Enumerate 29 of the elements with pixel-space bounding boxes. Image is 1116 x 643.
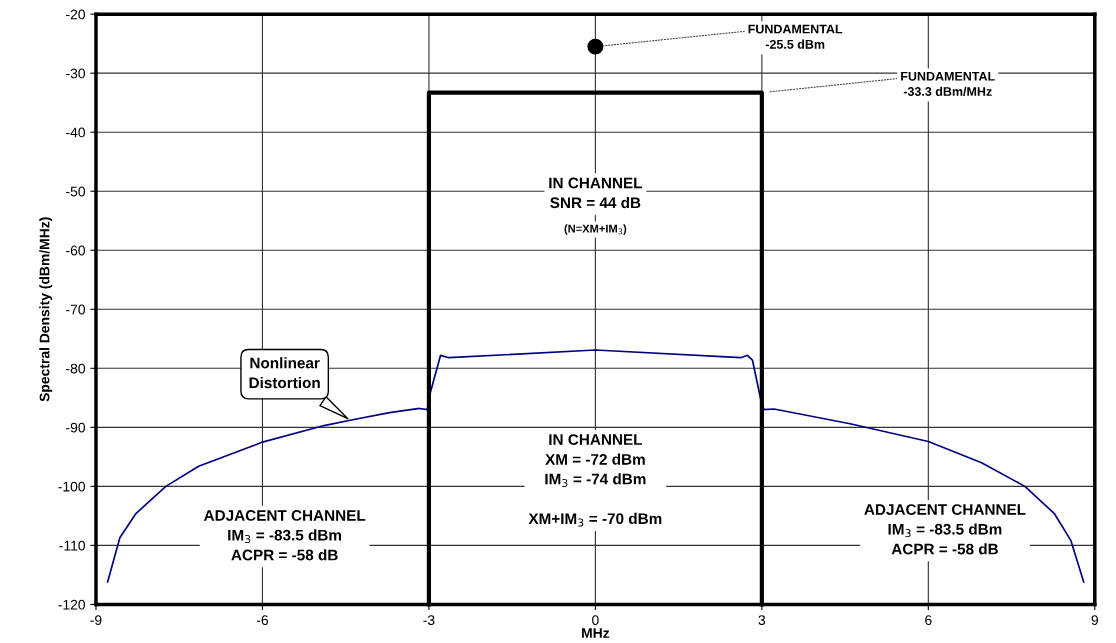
y-tick-label: -40 xyxy=(66,127,86,138)
y-tick-label: -90 xyxy=(66,422,86,433)
y-axis-title: Spectral Density (dBm/MHz) xyxy=(39,217,53,402)
annotation: ADJACENT CHANNEL IM$_{3}$ = -83.5 dBm ACPR = -58 dB xyxy=(203,510,366,561)
y-tick-label: -50 xyxy=(66,186,86,197)
y-tick-label: -100 xyxy=(58,481,86,492)
x-tick-label: -9 xyxy=(90,615,102,626)
x-tick-label: -6 xyxy=(256,615,269,626)
y-tick-label: -120 xyxy=(58,599,86,610)
y-tick-label: -70 xyxy=(66,304,86,315)
annotation: ADJACENT CHANNEL IM$_{3}$ = -83.5 dBm ACPR = -58 dB xyxy=(864,504,1026,555)
y-tick-label: -30 xyxy=(66,68,86,79)
x-tick-label: 3 xyxy=(758,615,766,626)
x-tick-label: 6 xyxy=(925,615,932,626)
annotation: FUNDAMENTAL -33.3 dBm/MHz xyxy=(901,71,995,97)
y-tick-label: -60 xyxy=(66,245,86,256)
annotation: Nonlinear Distortion xyxy=(249,357,320,389)
x-axis-title: MHz xyxy=(582,628,610,638)
annotation: FUNDAMENTAL -25.5 dBm xyxy=(748,24,843,49)
line-series xyxy=(106,349,1085,583)
text: IN CHANNEL XM = -72 dBm IM$_{3}$ = -74 dBm XM+IM$_{3}$ = -70 dBm xyxy=(528,434,662,527)
y-tick-label: -110 xyxy=(59,540,86,551)
y-tick-label: -80 xyxy=(66,363,86,374)
x-tick-label: -3 xyxy=(423,615,435,626)
annotation: (N=XM+IM$_{3}$) xyxy=(564,224,627,235)
annotation: IN CHANNEL SNR = 44 dB xyxy=(549,177,643,209)
x-tick-label: 9 xyxy=(1091,615,1098,626)
y-tick-label: -20 xyxy=(66,9,86,20)
x-tick-label: 0 xyxy=(592,615,599,626)
